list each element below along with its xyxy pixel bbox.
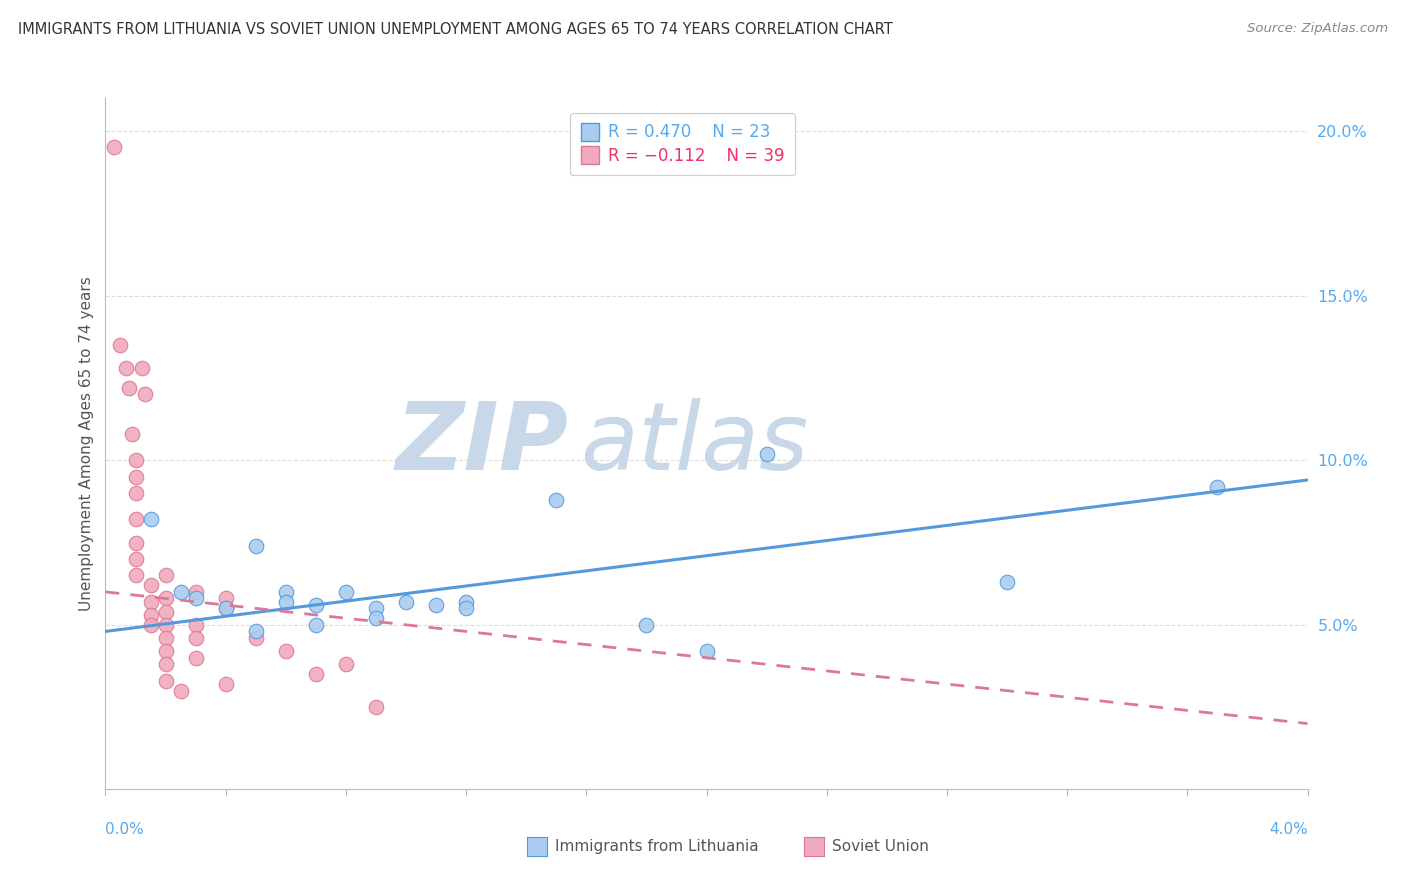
Text: Source: ZipAtlas.com: Source: ZipAtlas.com (1247, 22, 1388, 36)
Point (169, 585, 191, 599)
Point (155, 568, 177, 582)
Point (103, 140, 125, 154)
Point (184, 650, 207, 665)
Point (274, 585, 297, 599)
Point (184, 591, 207, 606)
Point (214, 677, 236, 691)
Point (139, 617, 162, 632)
Point (454, 601, 477, 615)
Point (184, 585, 207, 599)
Point (124, 486, 146, 500)
Point (139, 595, 162, 609)
Point (755, 447, 778, 461)
Point (425, 598, 447, 612)
Point (124, 552, 146, 566)
Point (995, 575, 1018, 590)
Point (155, 657, 177, 672)
Point (454, 595, 477, 609)
Point (155, 631, 177, 645)
Point (214, 601, 236, 615)
Point (364, 601, 387, 615)
Legend: R = 0.470    N = 23, R = −0.112    N = 39: R = 0.470 N = 23, R = −0.112 N = 39 (569, 113, 794, 175)
Point (134, 387, 156, 401)
Text: IMMIGRANTS FROM LITHUANIA VS SOVIET UNION UNEMPLOYMENT AMONG AGES 65 TO 74 YEARS: IMMIGRANTS FROM LITHUANIA VS SOVIET UNIO… (18, 22, 893, 37)
Point (115, 361, 138, 376)
Point (184, 617, 207, 632)
Text: Soviet Union: Soviet Union (832, 839, 929, 854)
Point (305, 598, 328, 612)
Point (184, 631, 207, 645)
Point (1206, 479, 1229, 493)
Point (139, 607, 162, 622)
Point (274, 595, 297, 609)
Point (155, 591, 177, 606)
Point (696, 644, 718, 658)
Point (245, 631, 267, 645)
Point (335, 657, 357, 672)
Text: 4.0%: 4.0% (1268, 822, 1308, 837)
Point (155, 617, 177, 632)
Text: 0.0%: 0.0% (105, 822, 145, 837)
Point (131, 361, 153, 376)
Point (546, 492, 568, 507)
Point (155, 605, 177, 619)
Point (121, 426, 143, 441)
Text: ZIP: ZIP (395, 398, 568, 490)
Point (110, 338, 132, 352)
Point (155, 644, 177, 658)
Point (139, 512, 162, 526)
Point (169, 683, 191, 698)
Point (214, 591, 236, 606)
Point (245, 539, 267, 553)
Point (364, 611, 387, 625)
Point (124, 469, 146, 483)
Point (305, 667, 328, 681)
Point (214, 601, 236, 615)
Text: Immigrants from Lithuania: Immigrants from Lithuania (555, 839, 759, 854)
Point (124, 453, 146, 467)
Y-axis label: Unemployment Among Ages 65 to 74 years: Unemployment Among Ages 65 to 74 years (79, 277, 94, 611)
Point (124, 535, 146, 549)
Point (364, 700, 387, 714)
Point (636, 617, 658, 632)
Text: atlas: atlas (581, 398, 808, 490)
Point (155, 673, 177, 688)
Point (305, 617, 328, 632)
Point (335, 585, 357, 599)
Point (245, 624, 267, 639)
Point (274, 644, 297, 658)
Point (395, 595, 418, 609)
Point (118, 381, 141, 395)
Point (139, 578, 162, 592)
Point (124, 512, 146, 526)
Point (124, 568, 146, 582)
